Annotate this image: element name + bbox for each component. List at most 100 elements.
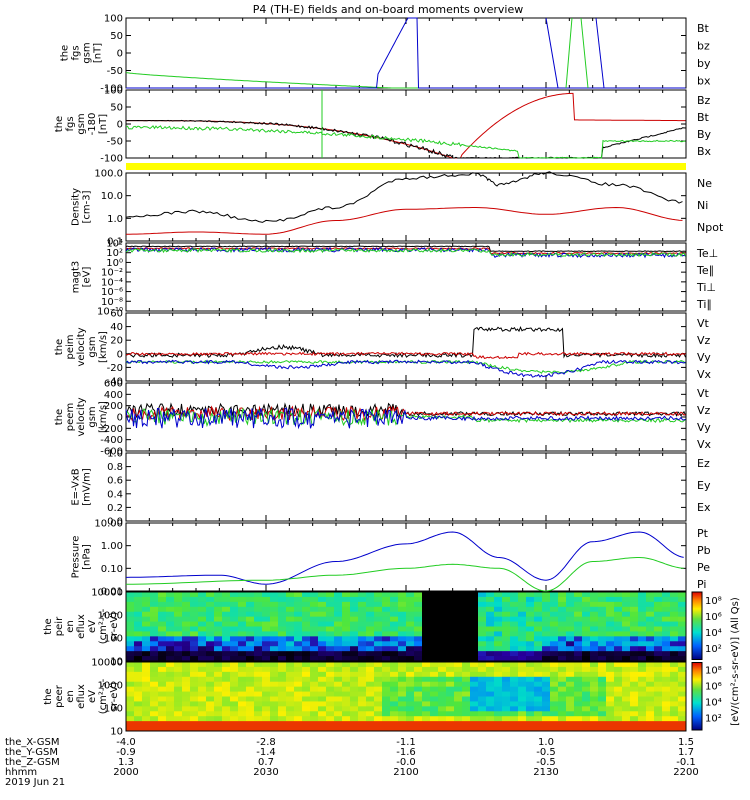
spectrogram-cell: [630, 686, 639, 693]
spectrogram-cell: [422, 726, 431, 732]
spectrogram-cell: [286, 631, 295, 637]
spectrogram-cell: [126, 666, 135, 673]
spectrogram-cell: [630, 606, 639, 613]
spectrogram-cell: [350, 606, 359, 613]
spectrogram-cell: [462, 636, 471, 642]
spectrogram-cell: [502, 711, 511, 717]
spectrogram-cell: [294, 686, 303, 693]
spectrogram-cell: [646, 596, 655, 603]
spectrogram-cell: [614, 676, 623, 683]
spectrogram-cell: [350, 626, 359, 632]
spectrogram-cell: [230, 646, 239, 652]
spectrogram-cell: [526, 616, 535, 623]
spectrogram-cell: [598, 726, 607, 732]
spectrogram-cell: [534, 651, 543, 657]
spectrogram-cell: [406, 691, 415, 697]
spectrogram-cell: [334, 656, 343, 662]
spectrogram-cell: [606, 636, 615, 642]
spectrogram-cell: [478, 641, 487, 647]
spectrogram-cell: [142, 721, 151, 727]
spectrogram-cell: [286, 666, 295, 673]
spectrogram-cell: [238, 626, 247, 632]
spectrogram-cell: [318, 636, 327, 642]
spectrogram-cell: [206, 592, 215, 598]
spectrogram-cell: [534, 601, 543, 608]
spectrogram-cell: [446, 641, 455, 647]
y-axis-label-line: eV: [87, 620, 98, 633]
spectrogram-cell: [230, 681, 239, 688]
spectrogram-cell: [294, 701, 303, 707]
spectrogram-cell: [558, 651, 567, 657]
spectrogram-cell: [198, 636, 207, 642]
spectrogram-cell: [174, 676, 183, 683]
spectrogram-cell: [390, 596, 399, 603]
spectrogram-cell: [302, 696, 311, 702]
spectrogram-cell: [678, 611, 687, 618]
spectrogram-cell: [558, 706, 567, 712]
spectrogram-cell: [518, 666, 527, 673]
spectrogram-cell: [462, 711, 471, 717]
spectrogram-cell: [334, 716, 343, 722]
spectrogram-cell: [590, 711, 599, 717]
spectrogram-cell: [422, 651, 431, 657]
spectrogram-cell: [558, 681, 567, 688]
spectrogram-cell: [166, 651, 175, 657]
spectrogram-cell: [422, 601, 431, 608]
spectrogram-cell: [614, 631, 623, 637]
spectrogram-cell: [238, 636, 247, 642]
spectrogram-cell: [390, 671, 399, 678]
spectrogram-cell: [606, 616, 615, 623]
spectrogram-cell: [142, 696, 151, 702]
spectrogram-cell: [550, 671, 559, 678]
spectrogram-cell: [334, 641, 343, 647]
spectrogram-cell: [438, 666, 447, 673]
x-row-value: -0.5: [536, 747, 556, 758]
spectrogram-cell: [654, 662, 663, 668]
spectrogram-cell: [334, 676, 343, 683]
colorbar-label-text: [eV/(cm²-s-sr-eV)] (All Qs): [730, 597, 741, 726]
spectrogram-cell: [278, 636, 287, 642]
spectrogram-cell: [614, 681, 623, 688]
spectrogram-cell: [238, 701, 247, 707]
spectrogram-cell: [382, 716, 391, 722]
spectrogram-cell: [550, 606, 559, 613]
spectrogram-cell: [270, 626, 279, 632]
spectrogram-cell: [470, 696, 479, 702]
spectrogram-cell: [550, 611, 559, 618]
spectrogram-cell: [166, 601, 175, 608]
spectrogram-cell: [318, 671, 327, 678]
spectrogram-cell: [646, 696, 655, 702]
spectrogram-cell: [398, 606, 407, 613]
spectrogram-cell: [150, 606, 159, 613]
spectrogram-cell: [254, 706, 263, 712]
spectrogram-cell: [470, 656, 479, 662]
spectrogram-cell: [198, 646, 207, 652]
spectrogram-cell: [590, 651, 599, 657]
y-tick-label: 20: [110, 336, 123, 347]
spectrogram-cell: [342, 641, 351, 647]
spectrogram-cell: [486, 666, 495, 673]
spectrogram-cell: [126, 676, 135, 683]
y-tick-label: -100: [100, 154, 123, 165]
spectrogram-cell: [350, 636, 359, 642]
spectrogram-cell: [638, 681, 647, 688]
spectrogram-cell: [262, 601, 271, 608]
spectrogram-cell: [230, 676, 239, 683]
spectrogram-cell: [310, 636, 319, 642]
y-tick-label: 0: [117, 120, 123, 131]
spectrogram-cell: [582, 601, 591, 608]
spectrogram-cell: [518, 676, 527, 683]
y-tick-label: -40: [107, 377, 123, 388]
spectrogram-cell: [142, 641, 151, 647]
spectrogram-cell: [454, 646, 463, 652]
spectrogram-cell: [190, 662, 199, 668]
spectrogram-cell: [198, 662, 207, 668]
x-row-value: -0.5: [536, 757, 556, 768]
spectrogram-cell: [406, 662, 415, 668]
spectrogram-cell: [542, 726, 551, 732]
spectrogram-cell: [198, 711, 207, 717]
spectrogram-cell: [550, 701, 559, 707]
spectrogram-cell: [470, 646, 479, 652]
trace-te-perp: [125, 247, 686, 255]
